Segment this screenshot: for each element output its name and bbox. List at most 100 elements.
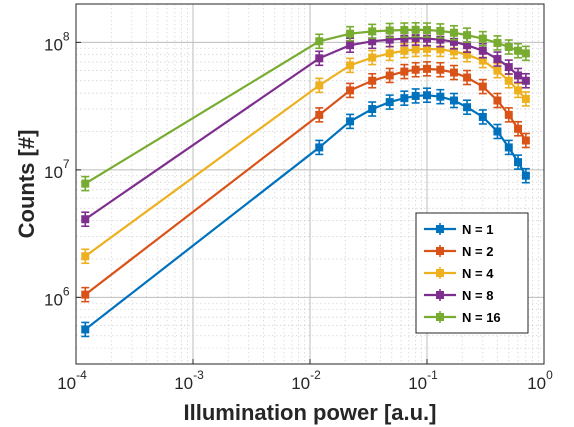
data-point (411, 45, 420, 54)
legend-swatch-marker (436, 291, 444, 299)
series-line (84, 47, 527, 258)
data-point (400, 46, 409, 55)
data-point (436, 92, 445, 101)
data-point (423, 44, 431, 53)
x-tick-exponent: 0 (546, 368, 553, 382)
series-group (81, 22, 530, 338)
data-point (400, 34, 409, 43)
data-point (315, 110, 324, 119)
legend-swatch-marker (436, 313, 444, 321)
data-point (449, 47, 458, 56)
data-point (504, 63, 513, 72)
data-point (478, 82, 487, 91)
data-point (493, 66, 502, 75)
data-point (478, 34, 487, 43)
data-point (514, 86, 523, 95)
series-line (84, 94, 527, 331)
legend-label: N = 2 (462, 244, 493, 259)
data-point (346, 29, 355, 38)
series-5 (81, 22, 530, 192)
data-point (493, 55, 502, 64)
data-point (478, 56, 487, 65)
data-point (81, 252, 90, 261)
data-point (504, 76, 513, 85)
data-point (493, 96, 502, 105)
data-point (400, 26, 409, 35)
data-point (463, 41, 472, 50)
data-point (368, 105, 377, 114)
data-point (514, 158, 523, 167)
y-axis-label: Counts [#] (14, 130, 39, 239)
y-tick-exponent: 6 (63, 284, 70, 298)
x-tick-exponent: -3 (193, 368, 204, 382)
data-point (315, 143, 324, 152)
y-tick-exponent: 8 (63, 29, 70, 43)
data-point (315, 37, 324, 46)
data-point (504, 42, 513, 51)
data-point (436, 65, 445, 74)
data-point (463, 31, 472, 40)
data-point (514, 71, 523, 80)
data-point (385, 98, 394, 107)
data-point (400, 67, 409, 76)
data-point (385, 71, 394, 80)
data-point (411, 65, 420, 74)
legend-label: N = 16 (462, 310, 501, 325)
legend-label: N = 4 (462, 266, 494, 281)
data-point (504, 143, 513, 152)
data-point (423, 64, 431, 73)
data-point (423, 34, 431, 43)
data-point (368, 53, 377, 62)
data-point (521, 136, 530, 145)
legend-swatch-marker (436, 225, 444, 233)
data-point (346, 41, 355, 50)
data-point (81, 325, 90, 334)
data-point (521, 171, 530, 180)
data-point (449, 68, 458, 77)
data-point (346, 117, 355, 126)
legend-item-2: N = 2 (424, 244, 493, 259)
data-point (436, 45, 445, 54)
data-point (385, 26, 394, 35)
data-point (385, 49, 394, 58)
data-point (315, 81, 324, 90)
data-point (423, 26, 431, 35)
series-line (84, 37, 527, 221)
data-point (463, 50, 472, 59)
series-1 (81, 87, 530, 338)
legend-label: N = 8 (462, 288, 493, 303)
data-point (411, 25, 420, 34)
data-point (449, 28, 458, 37)
series-2 (81, 61, 530, 303)
legend-item-5: N = 16 (424, 310, 501, 325)
data-point (81, 215, 90, 224)
data-point (368, 37, 377, 46)
data-point (368, 76, 377, 85)
legend-swatch-marker (436, 269, 444, 277)
data-point (478, 46, 487, 55)
data-point (521, 76, 530, 85)
data-point (315, 54, 324, 63)
x-tick-exponent: -2 (310, 368, 321, 382)
legend-item-4: N = 8 (424, 288, 493, 303)
data-point (400, 94, 409, 103)
series-3 (81, 41, 530, 265)
data-point (346, 61, 355, 70)
series-line (84, 67, 527, 296)
x-axis-label: Illumination power [a.u.] (184, 400, 437, 425)
data-point (411, 91, 420, 100)
data-point (521, 49, 530, 58)
data-point (436, 26, 445, 35)
data-point (521, 94, 530, 103)
data-point (346, 86, 355, 95)
data-point (493, 38, 502, 47)
data-point (463, 103, 472, 112)
data-point (81, 179, 90, 188)
legend-swatch-marker (436, 247, 444, 255)
data-point (514, 46, 523, 55)
x-tick-exponent: -1 (427, 368, 438, 382)
y-tick-exponent: 7 (63, 157, 70, 171)
data-point (81, 290, 90, 299)
data-point (368, 27, 377, 36)
